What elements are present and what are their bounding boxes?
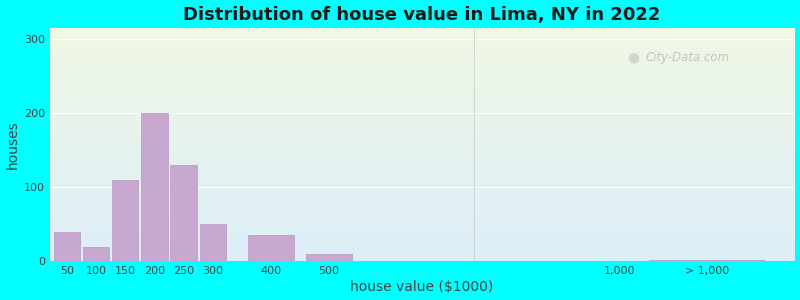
X-axis label: house value ($1000): house value ($1000) <box>350 280 494 294</box>
Bar <box>83 247 110 261</box>
Bar <box>54 232 80 261</box>
Bar <box>142 113 167 261</box>
Y-axis label: houses: houses <box>6 120 19 169</box>
Text: ●: ● <box>627 50 639 64</box>
Bar <box>247 236 294 261</box>
Bar <box>112 180 138 261</box>
Text: City-Data.com: City-Data.com <box>646 51 730 64</box>
Title: Distribution of house value in Lima, NY in 2022: Distribution of house value in Lima, NY … <box>183 6 661 24</box>
Bar <box>649 260 766 261</box>
Bar <box>170 165 197 261</box>
Bar <box>199 224 226 261</box>
Bar <box>306 254 352 261</box>
